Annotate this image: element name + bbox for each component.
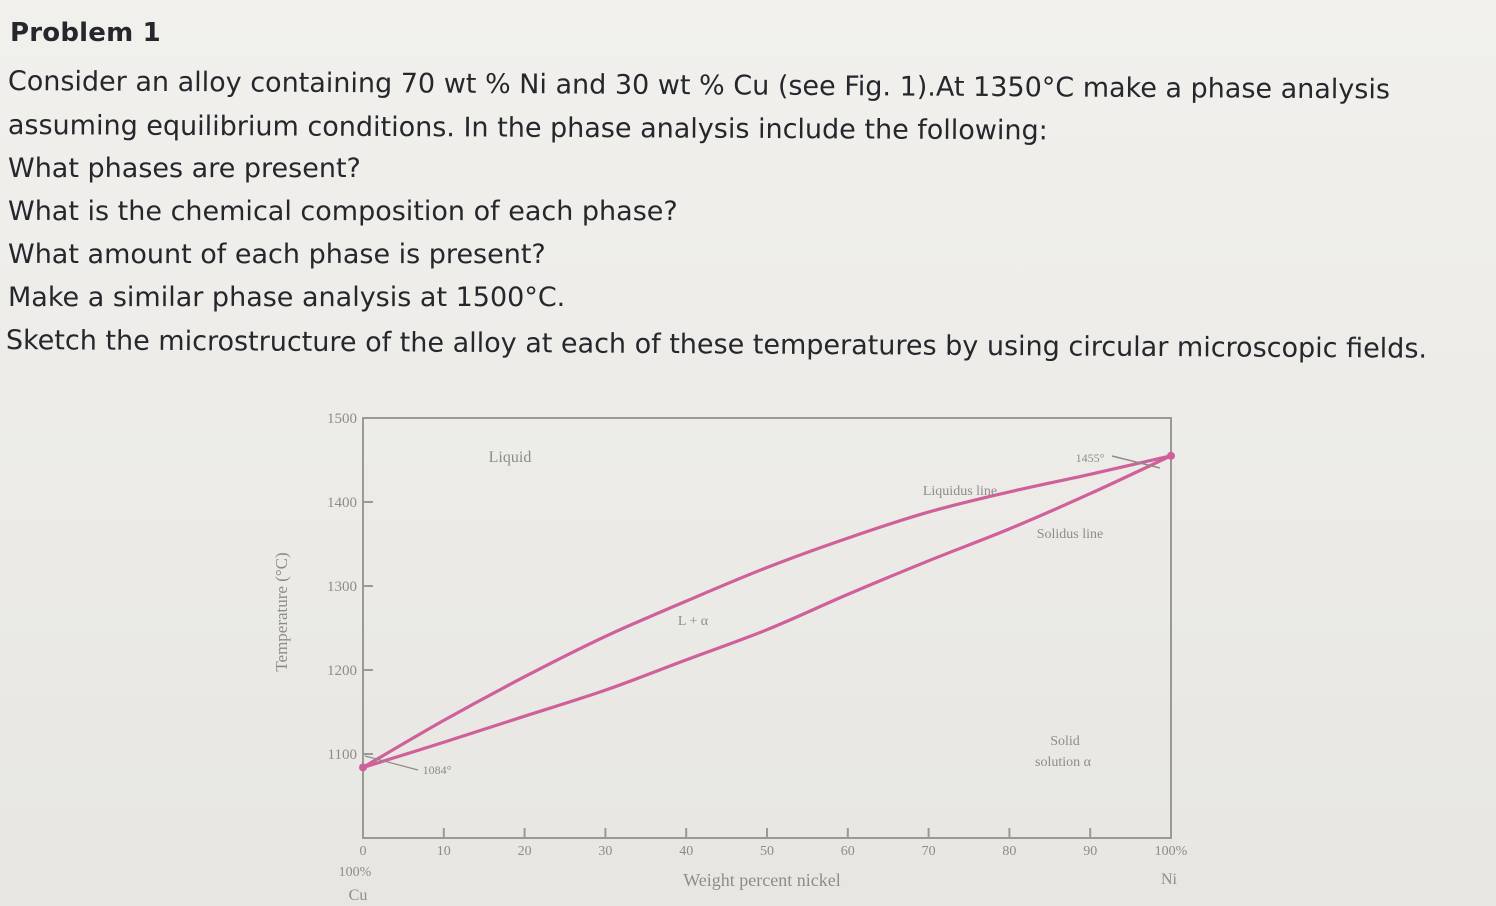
liquidus-line-label: Liquidus line <box>923 484 997 499</box>
solidus-line-label: Solidus line <box>1037 527 1104 542</box>
ni-end-label-element: Ni <box>1161 871 1178 888</box>
x-tick-label: 50 <box>760 844 774 859</box>
y-axis-label: Temperature (°C) <box>272 552 291 671</box>
x-tick-label: 80 <box>1002 844 1016 859</box>
y-tick-label: 1100 <box>328 747 357 763</box>
x-tick-label: 10 <box>437 844 451 859</box>
x-tick-label: 0 <box>360 844 367 859</box>
solid-solution-label-2: solution α <box>1035 755 1092 770</box>
x-tick-label: 60 <box>841 844 855 859</box>
cu-melting-point-label: 1084° <box>423 763 452 777</box>
two-phase-region-label: L + α <box>678 614 709 629</box>
x-axis-label: Weight percent nickel <box>683 870 840 890</box>
ni-melting-point-marker <box>1167 451 1175 460</box>
ni-melting-point-leader <box>1111 455 1161 469</box>
y-tick-label: 1200 <box>327 663 357 679</box>
problem-text-line-2: assuming equilibrium conditions. In the … <box>7 110 1048 147</box>
y-tick-label: 1400 <box>327 495 357 511</box>
y-tick-label: 1300 <box>327 579 357 595</box>
x-tick-label: 30 <box>598 844 612 859</box>
ni-melting-point-label: 1455° <box>1076 451 1105 465</box>
problem-title: Problem 1 <box>10 18 161 48</box>
liquidus-curve <box>361 454 1173 770</box>
problem-text-line-1: Consider an alloy containing 70 wt % Ni … <box>7 66 1391 106</box>
x-tick-label: 100% <box>1155 844 1188 859</box>
question-amount: What amount of each phase is present? <box>8 239 546 270</box>
question-phases: What phases are present? <box>8 153 361 184</box>
question-sketch: Sketch the microstructure of the alloy a… <box>5 325 1428 365</box>
question-composition: What is the chemical composition of each… <box>8 196 678 227</box>
cu-melting-point-marker <box>359 763 367 772</box>
solidus-curve <box>361 454 1173 770</box>
phase-diagram-chart: 1500 1400 1300 1200 1100 0 10 20 30 40 50 60 70 80 90… <box>272 411 1188 900</box>
solid-solution-label-1: Solid <box>1050 734 1080 749</box>
x-tick-label: 90 <box>1083 844 1097 859</box>
phase-diagram-figure: 1500 1400 1300 1200 1100 0 10 20 30 40 50 60 70 80 90… <box>255 400 1215 900</box>
x-tick-label: 20 <box>518 844 532 859</box>
cu-end-label-percent: 100% <box>339 865 372 880</box>
question-1500: Make a similar phase analysis at 1500°C. <box>8 282 566 313</box>
y-tick-label: 1500 <box>327 411 357 427</box>
cu-melting-point-leader <box>364 755 419 771</box>
cu-end-label-element: Cu <box>349 887 368 900</box>
liquid-region-label: Liquid <box>489 449 532 466</box>
x-tick-label: 40 <box>679 844 693 859</box>
x-tick-label: 70 <box>922 844 936 859</box>
